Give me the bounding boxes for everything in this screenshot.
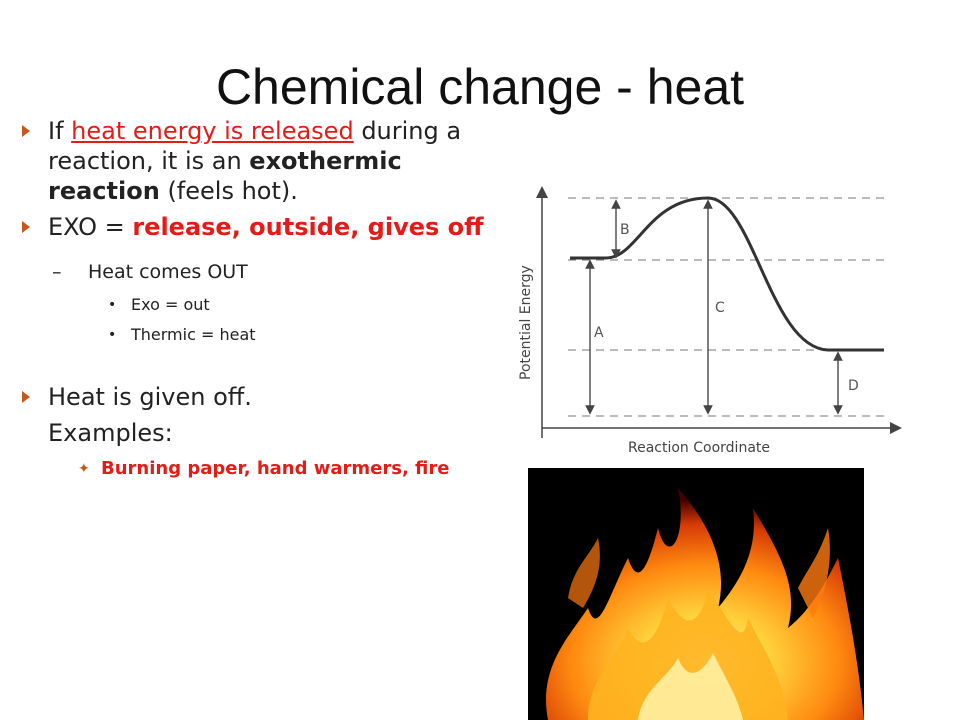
energy-curve: [570, 196, 884, 352]
energy-diagram: A B C D Potential Energy Reaction Coordi…: [518, 186, 902, 456]
x-axis-label: Reaction Coordinate: [628, 440, 770, 456]
examples-bullet: ✦ Burning paper, hand warmers, fire: [22, 458, 492, 480]
slide-title: Chemical change - heat: [215, 59, 745, 115]
subsub-text: Thermic = heat: [131, 325, 256, 344]
label-c: C: [715, 300, 725, 316]
label-a: A: [594, 325, 604, 341]
examples-text: Burning paper, hand warmers, fire: [101, 458, 450, 479]
bullet-arrow-icon: [22, 221, 30, 233]
heat-released-highlight: heat energy is released: [71, 117, 354, 145]
fire-photo: [528, 468, 864, 720]
subsub-text: Exo = out: [131, 295, 210, 314]
bullet-arrow-icon: [22, 391, 30, 403]
bullet-list: If heat energy is released during a reac…: [22, 116, 492, 480]
subsub-bullet-exo: • Exo = out: [22, 294, 492, 316]
sub-bullet-text: Heat comes OUT: [88, 261, 248, 283]
fire-icon: [546, 488, 864, 720]
exothermic-emphasis: exothermic reaction: [48, 147, 402, 205]
bullet-text-a: during a reaction, it is an: [48, 117, 462, 175]
star-bullet-icon: ✦: [78, 461, 90, 477]
examples-label: Examples:: [48, 419, 173, 447]
dot-icon: •: [108, 297, 117, 313]
exo-meaning: release, outside, gives off: [132, 213, 484, 241]
bullet-prefix: If: [48, 117, 72, 145]
bullet-arrow-icon: [22, 125, 30, 137]
exo-label: EXO =: [48, 213, 133, 241]
heat-given-off-text: Heat is given off.: [48, 383, 252, 411]
bullet-heat-released: If heat energy is released during a reac…: [22, 116, 492, 206]
label-d: D: [848, 378, 859, 394]
bullet-heat-given-off: Heat is given off. Examples:: [22, 382, 492, 448]
y-axis-label: Potential Energy: [518, 265, 534, 380]
bullet-text-b: (feels hot).: [159, 177, 298, 205]
label-b: B: [620, 222, 630, 238]
bullet-exo-meaning: EXO = release, outside, gives off: [22, 212, 492, 242]
subsub-bullet-thermic: • Thermic = heat: [22, 324, 492, 346]
dash-icon: –: [52, 261, 62, 283]
sub-bullet-heat-out: – Heat comes OUT: [22, 260, 492, 284]
dot-icon: •: [108, 327, 117, 343]
